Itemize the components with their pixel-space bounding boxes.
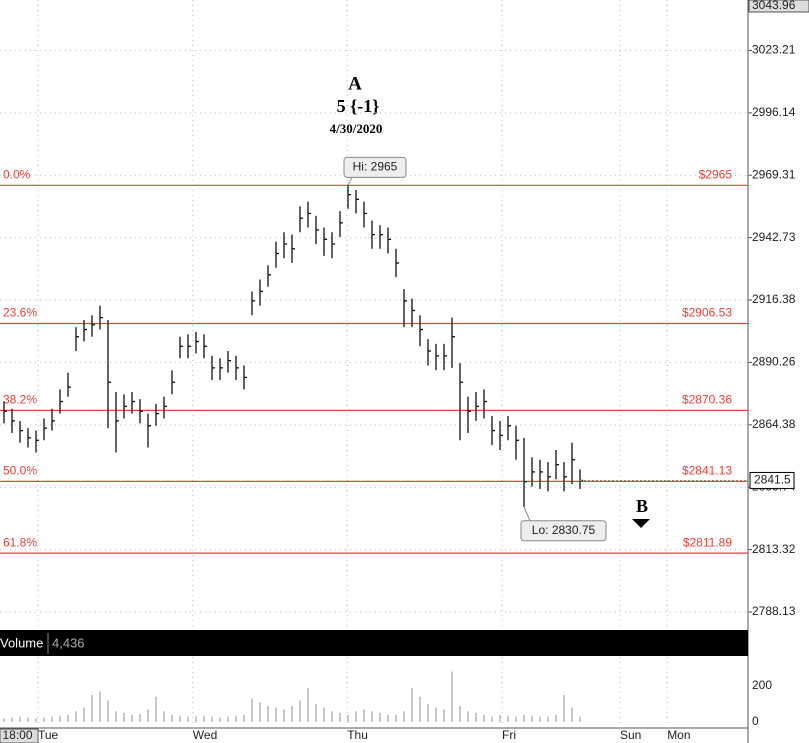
axis-top-box	[748, 0, 809, 13]
x-tick-label: Tue	[38, 728, 59, 742]
x-tick-label: Mon	[667, 728, 690, 742]
fib-label: 38.2%	[3, 393, 37, 407]
fib-price: $2870.36	[682, 393, 732, 407]
lo-pointer	[523, 506, 531, 521]
y-tick-label: 2864.38	[752, 417, 796, 431]
volume-title: Volume	[0, 635, 43, 650]
y-tick-label: 2942.73	[752, 230, 796, 244]
lo-bubble	[520, 520, 607, 542]
volume-tick-label: 0	[752, 714, 759, 728]
fib-label: 50.0%	[3, 464, 37, 478]
y-tick-label: 2813.32	[752, 542, 796, 556]
y-tick-label: 2788.13	[752, 604, 796, 618]
x-tick-label: Wed	[193, 728, 217, 742]
x-tick-label: 18:00	[3, 728, 33, 742]
y-tick-label: 2969.31	[752, 167, 796, 181]
lo-label: Lo: 2830.75	[532, 523, 596, 537]
fib-price: $2906.53	[682, 306, 732, 320]
fib-label: 0.0%	[3, 167, 31, 181]
x-tick-label: Thu	[347, 728, 368, 742]
wave-label: B	[636, 496, 648, 516]
last-price-box	[749, 471, 795, 489]
volume-header	[0, 630, 748, 656]
fib-label: 23.6%	[3, 306, 37, 320]
volume-readout: 4,436	[52, 635, 85, 650]
last-price: 2841.5	[754, 473, 791, 487]
y-tick-label: 2996.14	[752, 105, 796, 119]
wave-count: 5 {-1}	[337, 96, 380, 116]
x-tick-label: Sun	[620, 728, 641, 742]
fib-label: 61.8%	[3, 535, 37, 549]
axis-top-label: 3043.96	[752, 0, 796, 12]
hi-bubble	[343, 156, 407, 178]
hi-label: Hi: 2965	[353, 159, 398, 173]
y-tick-label: 2916.38	[752, 292, 796, 306]
y-tick-label: 2890.26	[752, 355, 796, 369]
hi-pointer	[347, 177, 353, 186]
y-tick-label: 3023.21	[752, 43, 796, 57]
x-tick-label: Fri	[502, 728, 516, 742]
down-arrow	[632, 519, 650, 528]
fib-price: $2965	[699, 167, 733, 181]
wave-date: 4/30/2020	[330, 121, 383, 136]
fib-price: $2811.89	[683, 535, 732, 549]
fib-price: $2841.13	[682, 464, 732, 478]
wave-label: A	[348, 73, 362, 94]
time-box	[0, 728, 39, 743]
volume-tick-label: 200	[752, 678, 772, 692]
